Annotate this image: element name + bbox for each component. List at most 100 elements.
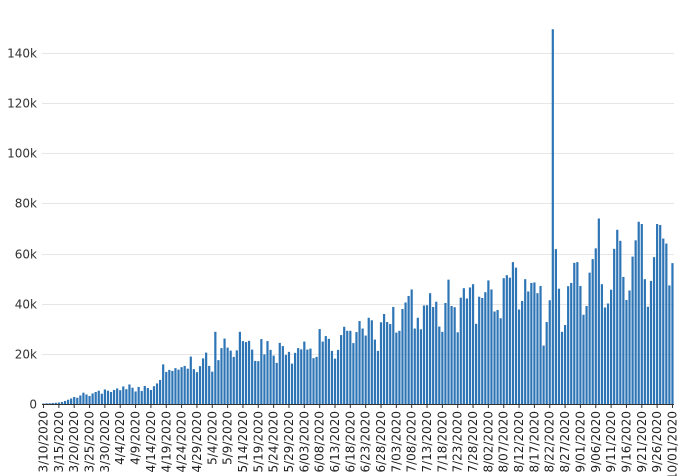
bar — [652, 257, 656, 404]
y-tick-label: 100k — [7, 147, 37, 161]
bar — [432, 306, 435, 404]
bar — [82, 392, 85, 404]
bar — [456, 332, 459, 404]
bar — [625, 299, 628, 404]
bar — [195, 372, 199, 404]
bar — [576, 262, 579, 404]
bar — [628, 290, 631, 404]
bar — [422, 305, 426, 404]
bar — [260, 339, 263, 404]
bar — [143, 385, 146, 404]
x-tick-label: 3/30/2020 — [98, 411, 112, 473]
bar — [419, 329, 422, 404]
bar — [579, 285, 582, 404]
bar — [373, 339, 376, 404]
x-tick-label: 8/22/2020 — [543, 411, 557, 473]
bar — [560, 331, 564, 404]
bar — [51, 403, 54, 404]
bar — [557, 288, 561, 404]
bar — [401, 309, 404, 404]
bar — [229, 350, 232, 404]
bar — [392, 306, 395, 404]
bar — [349, 330, 352, 404]
y-tick-label: 0 — [29, 398, 37, 412]
bar — [201, 358, 205, 404]
x-tick-label: 8/17/2020 — [527, 411, 541, 473]
bar — [352, 343, 355, 404]
bar — [300, 349, 303, 404]
x-tick-labels: 3/10/2020 3/15/2020 3/20/2020 3/25/2020 3/30… — [37, 411, 680, 476]
bar — [88, 395, 91, 404]
bar — [395, 332, 398, 404]
bar — [643, 279, 646, 404]
x-tick-label: 6/03/2020 — [297, 411, 311, 473]
bar — [183, 365, 186, 404]
bar — [389, 324, 392, 404]
bar — [272, 355, 275, 404]
y-tick-label: 60k — [15, 248, 37, 262]
bar — [671, 263, 674, 404]
bar — [223, 338, 226, 404]
bar — [591, 259, 594, 404]
x-tick-label: 3/10/2020 — [37, 411, 51, 473]
bar — [73, 396, 76, 404]
bar — [146, 387, 149, 404]
bar — [428, 293, 432, 404]
bar — [257, 361, 260, 404]
bar — [76, 397, 79, 404]
bar — [527, 291, 530, 404]
bar — [631, 256, 634, 404]
bar — [382, 314, 386, 404]
bar — [438, 326, 441, 404]
x-tick-label: 3/15/2020 — [52, 411, 66, 473]
bar — [306, 349, 309, 404]
x-tick-label: 3/20/2020 — [67, 411, 81, 473]
bar — [155, 383, 159, 404]
bar — [281, 346, 284, 404]
bar — [180, 367, 183, 404]
y-tick-label: 20k — [15, 348, 37, 362]
bar — [192, 369, 195, 404]
bar — [563, 325, 567, 404]
bar — [97, 390, 100, 404]
x-tick-label: 9/01/2020 — [573, 411, 587, 473]
bar — [567, 286, 570, 404]
bar — [616, 229, 619, 404]
x-tick-label: 6/23/2020 — [359, 411, 373, 473]
x-tick-label: 4/19/2020 — [159, 411, 173, 473]
bar — [358, 321, 361, 404]
x-tick-label: 7/28/2020 — [466, 411, 480, 473]
x-tick-label: 8/12/2020 — [512, 411, 526, 473]
bar — [603, 307, 607, 404]
bar — [570, 282, 573, 404]
bar — [370, 320, 373, 404]
bar — [128, 384, 131, 404]
bar — [530, 282, 533, 404]
bar — [177, 369, 180, 404]
bar — [478, 296, 481, 404]
bar — [499, 318, 502, 404]
bar — [198, 366, 202, 404]
bar — [582, 314, 585, 404]
bar — [662, 238, 665, 404]
bar — [462, 288, 465, 404]
x-tick-label: 6/28/2020 — [374, 411, 388, 473]
bar — [475, 323, 478, 404]
bar — [425, 305, 429, 404]
bar — [42, 403, 45, 404]
bar — [521, 300, 524, 404]
bar — [336, 349, 340, 404]
bar — [545, 322, 548, 404]
bar — [241, 341, 245, 404]
bar — [235, 350, 238, 404]
x-tick-label: 7/08/2020 — [405, 411, 419, 473]
x-tick-label: 6/13/2020 — [328, 411, 342, 473]
x-tick-label: 4/24/2020 — [175, 411, 189, 473]
bar — [214, 331, 217, 404]
bar — [668, 285, 671, 404]
bar — [468, 287, 472, 404]
bar — [327, 338, 330, 404]
bar — [278, 342, 281, 404]
